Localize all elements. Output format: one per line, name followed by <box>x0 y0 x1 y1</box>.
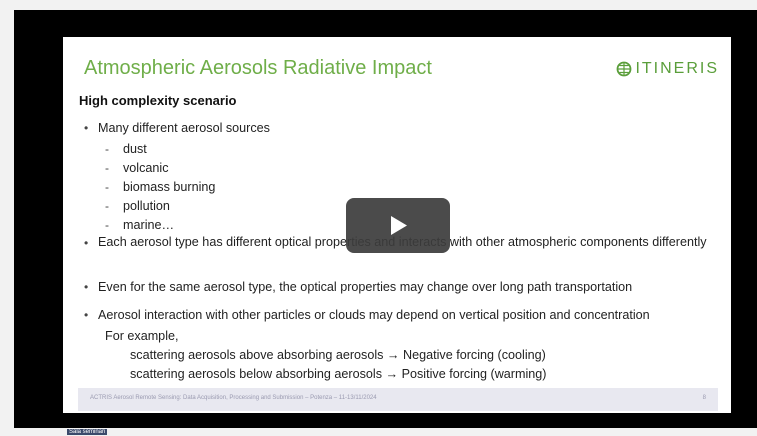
play-button[interactable] <box>346 198 450 253</box>
example-line: scattering aerosols above absorbing aero… <box>130 348 546 362</box>
sub-dash: - <box>105 161 109 175</box>
sub-item: pollution <box>123 199 170 213</box>
sub-item: volcanic <box>123 161 169 175</box>
room-label: Sala seminari <box>67 429 107 435</box>
bullet-text: Aerosol interaction with other particles… <box>98 308 650 322</box>
sub-dash: - <box>105 142 109 156</box>
footer-text: ACTRIS Aerosol Remote Sensing: Data Acqu… <box>90 395 377 401</box>
bullet-text: Even for the same aerosol type, the opti… <box>98 280 632 294</box>
page-number: 8 <box>703 395 706 401</box>
example-line: scattering aerosols below absorbing aero… <box>130 367 546 381</box>
sub-item: marine… <box>123 218 174 232</box>
bullet-text: Many different aerosol sources <box>98 121 270 135</box>
bullet-dot: • <box>84 121 88 135</box>
sub-item: biomass burning <box>123 180 215 194</box>
bullet-dot: • <box>84 236 88 250</box>
sub-dash: - <box>105 180 109 194</box>
footer: ACTRIS Aerosol Remote Sensing: Data Acqu… <box>78 388 718 411</box>
subtitle: High complexity scenario <box>79 93 237 108</box>
sub-dash: - <box>105 199 109 213</box>
bullet-dot: • <box>84 308 88 322</box>
play-icon <box>346 198 450 253</box>
slide-title: Atmospheric Aerosols Radiative Impact <box>84 57 432 80</box>
page: Atmospheric Aerosols Radiative Impact IT… <box>0 0 757 436</box>
example-intro: For example, <box>105 329 179 343</box>
logo-text: ITINERIS <box>635 60 719 78</box>
bullet-dot: • <box>84 280 88 294</box>
sub-item: dust <box>123 142 147 156</box>
logo-icon <box>616 61 632 77</box>
logo: ITINERIS <box>616 60 719 78</box>
sub-dash: - <box>105 218 109 232</box>
